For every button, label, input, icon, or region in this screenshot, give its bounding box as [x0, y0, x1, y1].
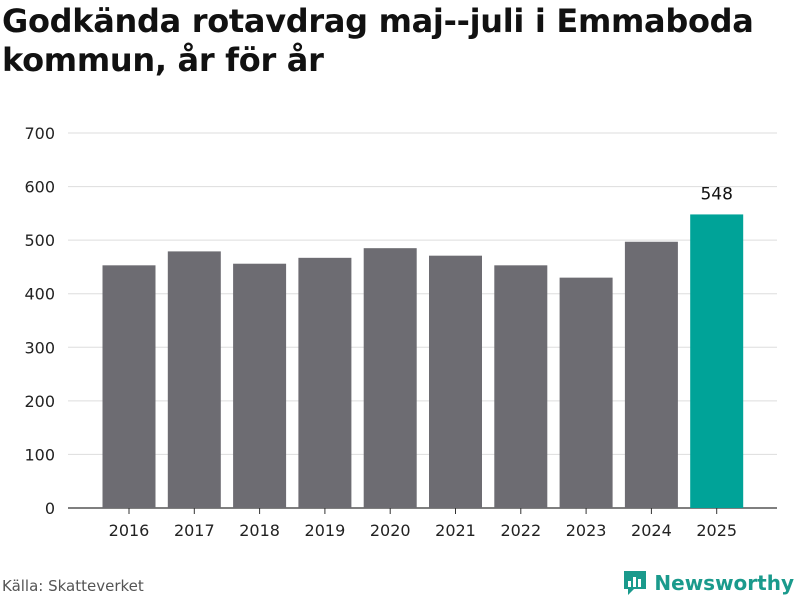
chart-title: Godkända rotavdrag maj--juli i Emmaboda …	[2, 2, 754, 79]
y-tick-label: 200	[24, 392, 55, 411]
y-axis-tick-labels: 0 100 200 300 400 500 600 700	[24, 124, 55, 518]
bar-2016	[102, 265, 156, 508]
bar-2019	[298, 257, 352, 508]
brand-logo: Newsworthy	[622, 568, 794, 598]
x-tick-label: 2018	[239, 521, 280, 540]
x-tick-label: 2019	[305, 521, 346, 540]
x-axis-tick-labels: 2016 2017 2018 2019 2020 2021 2022 2023 2024 2025	[109, 508, 737, 540]
bar-2020	[363, 248, 417, 508]
data-labels: 548	[700, 184, 732, 204]
y-tick-label: 300	[24, 338, 55, 357]
x-tick-label: 2025	[696, 521, 737, 540]
y-tick-label: 100	[24, 445, 55, 464]
bar-2021	[429, 255, 482, 508]
bars	[102, 214, 744, 508]
y-tick-label: 700	[24, 124, 55, 143]
y-tick-label: 500	[24, 231, 55, 250]
source-note: Källa: Skatteverket	[2, 577, 144, 595]
y-tick-label: 400	[24, 285, 55, 304]
data-label: 548	[700, 184, 732, 204]
y-tick-label: 600	[24, 178, 55, 197]
x-tick-label: 2017	[174, 521, 215, 540]
brand-name: Newsworthy	[654, 571, 794, 595]
bar-2023	[559, 277, 613, 508]
y-tick-label: 0	[45, 499, 55, 518]
bar-2017	[167, 251, 221, 508]
x-tick-label: 2022	[500, 521, 541, 540]
x-tick-label: 2023	[566, 521, 607, 540]
bar-2024	[624, 241, 678, 508]
x-tick-label: 2021	[435, 521, 476, 540]
bar-2018	[233, 263, 287, 508]
x-tick-label: 2020	[370, 521, 411, 540]
x-tick-label: 2024	[631, 521, 672, 540]
bar-2022	[494, 265, 548, 508]
x-tick-label: 2016	[109, 521, 150, 540]
newsworthy-logo-icon	[624, 571, 647, 595]
bar-2025	[690, 214, 744, 508]
